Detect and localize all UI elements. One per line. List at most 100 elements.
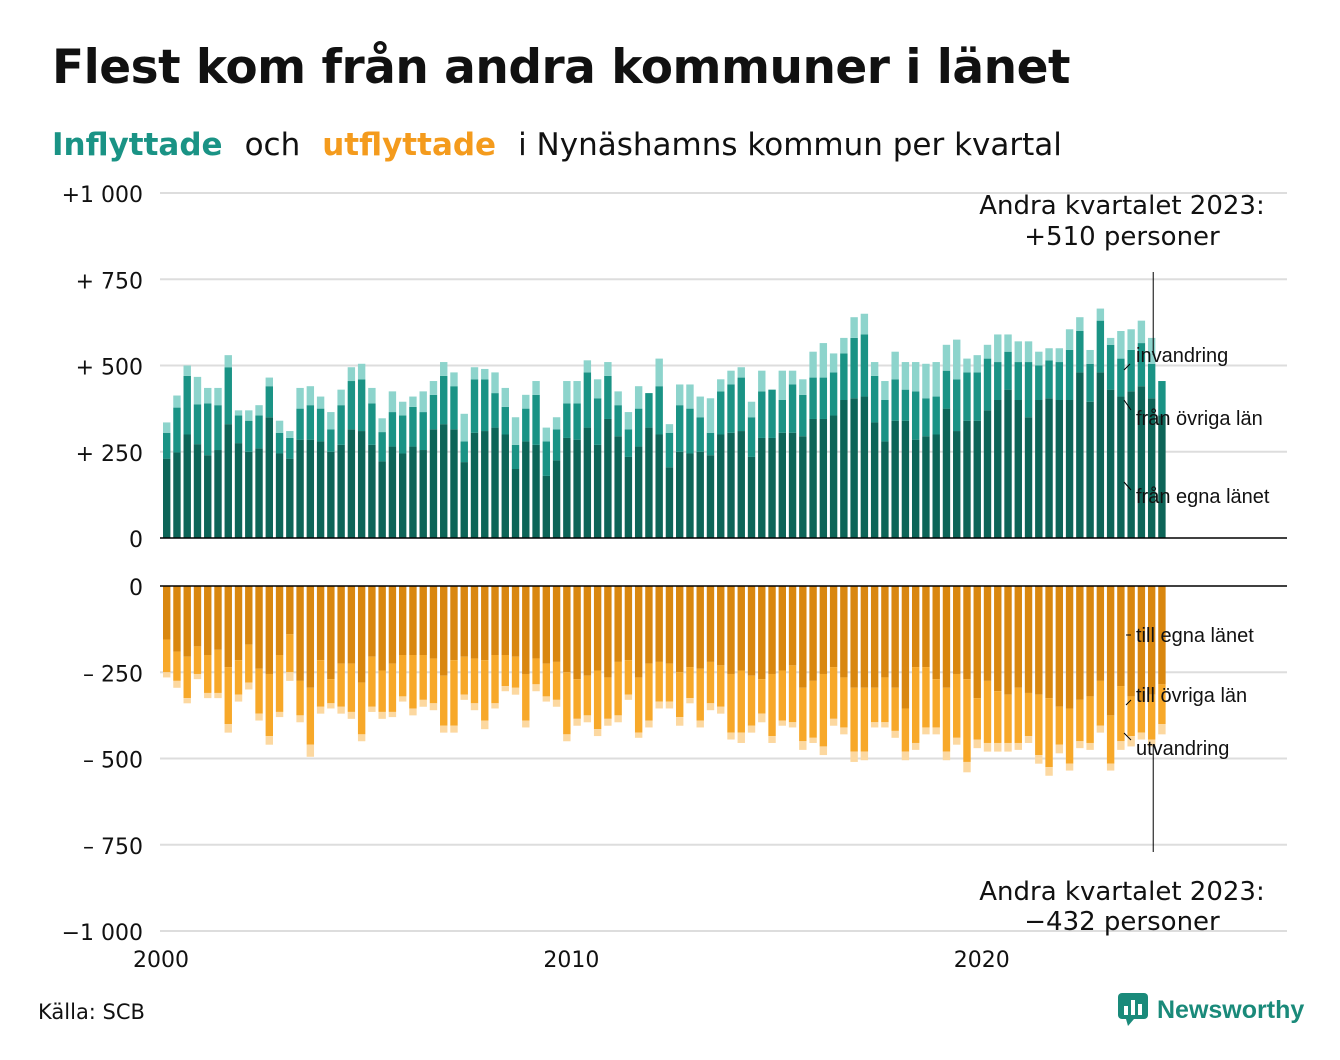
bar-segment-out bbox=[604, 586, 612, 678]
bar-segment-out bbox=[655, 701, 663, 709]
y-tick-label-top: 0 bbox=[129, 528, 143, 553]
bar-segment-out bbox=[973, 586, 981, 699]
bar-segment-in bbox=[409, 446, 417, 538]
bar-segment-out bbox=[234, 694, 243, 702]
x-tick-label: 2000 bbox=[133, 948, 189, 973]
bar-segment-in bbox=[327, 412, 335, 430]
x-tick-label: 2010 bbox=[543, 948, 599, 973]
bar-segment-in bbox=[1076, 317, 1084, 331]
bar-segment-out bbox=[953, 673, 961, 738]
bar-segment-out bbox=[450, 660, 458, 726]
bar-segment-out bbox=[1106, 586, 1115, 716]
bar-segment-out bbox=[347, 711, 356, 719]
series-label-top: från övriga län bbox=[1136, 408, 1263, 430]
bar-segment-out bbox=[994, 586, 1002, 692]
bar-segment-in bbox=[337, 389, 345, 406]
bar-segment-out bbox=[686, 586, 694, 668]
bar-segment-in bbox=[686, 408, 694, 454]
bar-segment-in bbox=[696, 451, 704, 538]
bar-segment-out bbox=[840, 727, 848, 735]
bar-segment-out bbox=[193, 646, 202, 674]
bar-segment-in bbox=[665, 467, 674, 538]
bar-segment-in bbox=[593, 444, 602, 538]
bar-segment-out bbox=[1106, 715, 1115, 764]
x-tick-label: 2020 bbox=[954, 948, 1010, 973]
bar-segment-out bbox=[799, 741, 807, 750]
bar-segment-out bbox=[388, 663, 397, 712]
bar-segment-in bbox=[245, 420, 253, 452]
bar-segment-in bbox=[378, 461, 386, 538]
bar-segment-in bbox=[1127, 349, 1135, 392]
bar-segment-in bbox=[932, 434, 940, 538]
bar-segment-out bbox=[378, 711, 386, 719]
bar-segment-out bbox=[788, 586, 797, 666]
bar-segment-in bbox=[163, 432, 171, 459]
bar-segment-in bbox=[860, 334, 869, 397]
bar-segment-in bbox=[788, 432, 797, 538]
bar-segment-out bbox=[1086, 586, 1094, 697]
bar-segment-out bbox=[1137, 701, 1146, 733]
bar-segment-out bbox=[717, 706, 725, 714]
bar-segment-in bbox=[316, 441, 325, 538]
bar-segment-in bbox=[491, 372, 499, 394]
bar-segment-in bbox=[357, 363, 366, 380]
bar-segment-in bbox=[850, 317, 858, 338]
bar-segment-in bbox=[532, 394, 540, 445]
bar-segment-out bbox=[686, 698, 694, 704]
bar-segment-in bbox=[932, 396, 940, 435]
subtitle-utflyttade: utflyttade bbox=[322, 127, 497, 163]
bar-segment-out bbox=[388, 711, 397, 718]
bar-segment-out bbox=[901, 751, 910, 761]
bar-segment-in bbox=[450, 386, 458, 430]
bar-segment-out bbox=[583, 586, 592, 676]
bar-segment-out bbox=[1035, 755, 1043, 764]
bar-segment-in bbox=[645, 393, 653, 428]
bar-segment-in bbox=[337, 405, 345, 445]
bar-segment-in bbox=[1086, 349, 1094, 364]
bar-segment-out bbox=[1127, 736, 1135, 747]
bar-segment-in bbox=[275, 432, 284, 454]
bar-segment-out bbox=[932, 586, 940, 680]
bar-segment-out bbox=[409, 586, 417, 655]
bar-segment-in bbox=[758, 370, 766, 392]
bar-segment-in bbox=[932, 362, 940, 397]
bar-segment-out bbox=[706, 661, 715, 704]
bar-segment-out bbox=[183, 656, 191, 699]
bar-segment-out bbox=[163, 672, 171, 678]
bar-segment-in bbox=[604, 418, 612, 538]
bar-segment-in bbox=[778, 370, 786, 400]
bar-segment-in bbox=[819, 418, 828, 538]
bar-segment-out bbox=[470, 586, 479, 659]
bar-segment-in bbox=[860, 313, 869, 335]
source-label: Källa: SCB bbox=[38, 1000, 145, 1024]
bar-segment-out bbox=[501, 655, 509, 687]
bar-segment-out bbox=[624, 660, 633, 695]
bar-segment-in bbox=[368, 403, 376, 445]
bar-segment-in bbox=[593, 379, 602, 399]
bar-segment-in bbox=[1106, 337, 1115, 345]
bar-segment-in bbox=[717, 434, 725, 538]
bar-segment-in bbox=[1147, 398, 1156, 538]
bar-segment-out bbox=[306, 687, 315, 745]
bar-segment-out bbox=[1117, 586, 1125, 687]
bar-segment-out bbox=[1147, 739, 1156, 747]
bar-segment-in bbox=[522, 394, 530, 409]
bar-segment-out bbox=[163, 586, 171, 640]
bar-segment-in bbox=[737, 367, 745, 378]
bar-segment-in bbox=[922, 363, 930, 399]
bar-segment-out bbox=[275, 655, 284, 712]
bar-segment-out bbox=[850, 687, 858, 752]
bar-segment-out bbox=[614, 586, 622, 662]
bar-segment-in bbox=[901, 362, 910, 390]
bar-segment-in bbox=[676, 384, 684, 406]
bar-segment-out bbox=[491, 655, 499, 704]
bar-segment-in bbox=[337, 444, 345, 538]
bar-segment-out bbox=[768, 586, 776, 674]
bar-segment-in bbox=[655, 386, 663, 435]
bar-segment-in bbox=[614, 436, 622, 538]
bar-segment-out bbox=[1004, 694, 1012, 743]
bar-segment-in bbox=[747, 456, 756, 538]
bar-segment-in bbox=[286, 431, 294, 438]
bars-inflyttade bbox=[163, 308, 1166, 538]
